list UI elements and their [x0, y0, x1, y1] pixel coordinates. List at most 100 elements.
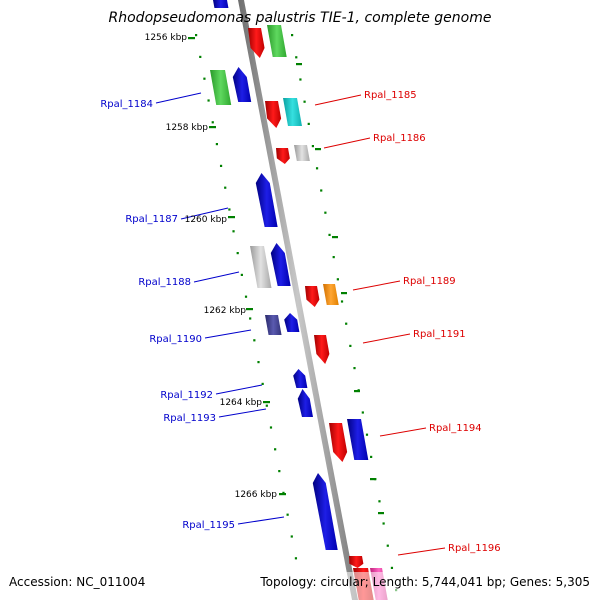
tick-marks	[188, 34, 398, 592]
label-connector-line	[352, 280, 401, 291]
tick-dot	[365, 433, 369, 436]
tick-dot	[203, 77, 206, 80]
label-connector-line	[193, 271, 240, 283]
gene-arrow	[312, 473, 338, 550]
major-tick	[263, 401, 270, 404]
tick-dot	[345, 322, 348, 325]
label-connector-line	[215, 384, 263, 395]
major-tick	[228, 216, 235, 219]
gene-label-rpal-1187[interactable]: Rpal_1187	[125, 214, 178, 225]
gene-arrow	[267, 25, 287, 57]
tick-dot	[236, 252, 239, 255]
kbp-label: 1258 kbp	[166, 123, 209, 133]
gene-arrow	[265, 101, 282, 128]
gene-arrow	[293, 369, 308, 388]
major-tick	[188, 37, 195, 40]
label-connector-line	[323, 137, 371, 149]
gene-label-rpal-1192[interactable]: Rpal_1192	[160, 390, 213, 401]
gene-arrow	[305, 286, 320, 307]
tick-dot	[307, 122, 310, 125]
gene-arrow	[210, 70, 232, 105]
label-connectors	[155, 92, 446, 556]
gene-arrow	[283, 98, 302, 126]
tick-dot	[295, 56, 298, 59]
genome-title: Rhodopseudomonas palustris TIE-1, comple…	[109, 10, 492, 26]
tick-dot	[269, 426, 273, 429]
tick-dot	[240, 273, 243, 276]
major-tick	[296, 63, 302, 66]
tick-dot	[349, 344, 352, 347]
kbp-label: 1260 kbp	[185, 215, 228, 225]
kbp-label: 1264 kbp	[220, 398, 263, 408]
tick-dot	[311, 145, 314, 148]
gene-glyphs	[210, 0, 388, 600]
major-tick	[378, 512, 384, 515]
gene-label-rpal-1188[interactable]: Rpal_1188	[138, 277, 191, 288]
tick-dot	[274, 448, 277, 451]
tick-dot	[219, 164, 223, 167]
tick-dot	[253, 339, 256, 342]
tick-dot	[336, 278, 339, 281]
gene-arrow	[323, 284, 339, 305]
tick-dot	[361, 411, 364, 414]
label-connector-line	[397, 547, 446, 556]
major-tick	[332, 236, 338, 239]
gene-arrow	[250, 246, 272, 288]
tick-dot	[332, 256, 335, 259]
major-tick	[279, 493, 286, 496]
topology-text: Topology: circular; Length: 5,744,041 bp…	[259, 575, 590, 589]
tick-dot	[299, 78, 302, 81]
tick-dot	[370, 455, 373, 458]
footer-backdrop	[0, 572, 600, 600]
tick-dot	[232, 230, 235, 233]
label-connector-line	[379, 427, 427, 437]
gene-label-rpal-1194[interactable]: Rpal_1194	[429, 423, 482, 434]
tick-dot	[261, 382, 264, 385]
label-connector-line	[180, 207, 229, 220]
tick-dot	[199, 55, 202, 58]
tick-dot	[228, 208, 231, 211]
tick-dot	[211, 121, 214, 124]
tick-dot	[249, 317, 252, 320]
label-connector-line	[362, 333, 411, 344]
label-connector-line	[155, 92, 202, 104]
label-connector-line	[218, 408, 267, 418]
tick-dot	[290, 535, 293, 538]
tick-dot	[282, 491, 285, 494]
tick-dot	[286, 513, 289, 516]
gene-label-rpal-1185[interactable]: Rpal_1185	[364, 90, 417, 101]
kbp-label: 1266 kbp	[235, 490, 278, 500]
kbp-label: 1256 kbp	[145, 33, 188, 43]
gene-label-rpal-1186[interactable]: Rpal_1186	[373, 133, 426, 144]
tick-dot	[224, 186, 227, 189]
gene-label-rpal-1191[interactable]: Rpal_1191	[413, 329, 466, 340]
tick-dot	[303, 100, 306, 103]
label-connector-line	[204, 329, 252, 339]
tick-dot	[353, 367, 356, 370]
tick-dot	[382, 522, 385, 525]
gene-label-rpal-1196[interactable]: Rpal_1196	[448, 543, 501, 554]
gene-label-rpal-1193[interactable]: Rpal_1193	[163, 413, 216, 424]
gene-arrow	[276, 148, 290, 164]
gene-arrow	[232, 67, 252, 102]
tick-dot	[244, 295, 248, 298]
major-tick	[354, 390, 360, 393]
tick-dot	[265, 404, 268, 407]
major-tick	[209, 126, 216, 129]
kbp-label: 1262 kbp	[204, 306, 247, 316]
major-tick	[370, 478, 376, 481]
gene-label-rpal-1190[interactable]: Rpal_1190	[149, 334, 202, 345]
tick-dot	[294, 557, 298, 560]
tick-dot	[378, 500, 381, 503]
gene-label-rpal-1184[interactable]: Rpal_1184	[100, 99, 153, 110]
tick-dot	[315, 167, 319, 170]
tick-dot	[195, 34, 198, 37]
tick-dot	[278, 470, 281, 473]
gene-arrow	[329, 423, 348, 462]
gene-arrow	[349, 556, 364, 568]
tick-dot	[207, 99, 210, 102]
gene-arrow	[284, 313, 300, 332]
gene-label-rpal-1195[interactable]: Rpal_1195	[182, 520, 235, 531]
gene-label-rpal-1189[interactable]: Rpal_1189	[403, 276, 456, 287]
